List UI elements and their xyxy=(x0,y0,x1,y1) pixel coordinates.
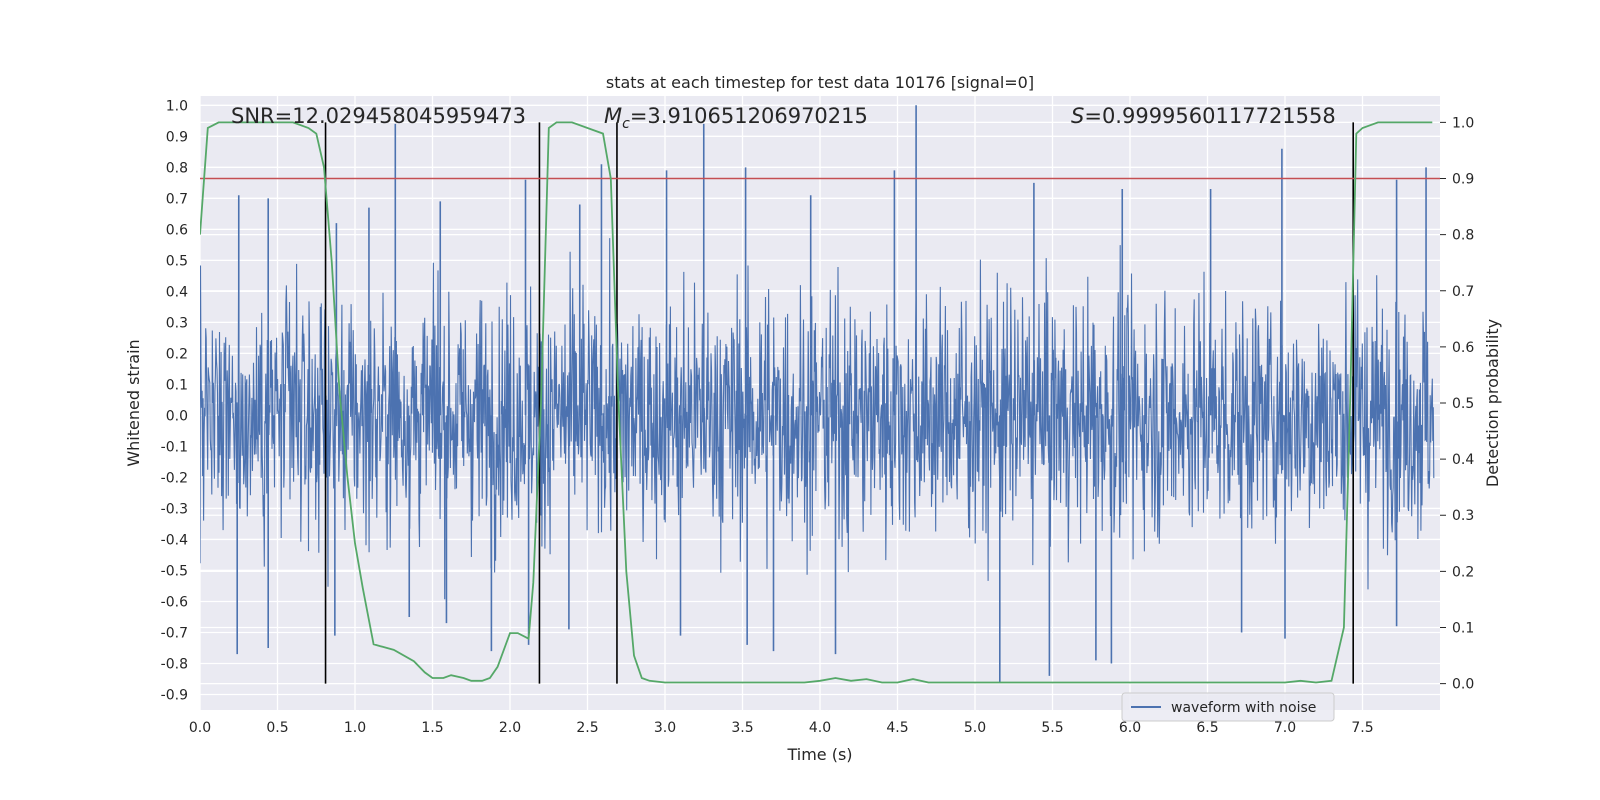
x-tick-label: 0.5 xyxy=(266,720,288,736)
x-tick-label: 2.5 xyxy=(576,720,598,736)
y-tick-label: 0.4 xyxy=(166,284,188,300)
y-tick-label: -0.6 xyxy=(161,594,188,610)
x-tick-label: 1.5 xyxy=(421,720,443,736)
y-tick-label: 1.0 xyxy=(166,98,188,114)
snr-annotation: SNR=12.029458045959473 xyxy=(231,104,526,128)
x-axis-ticks: 0.0 0.5 1.0 1.5 2.0 2.5 3.0 3.5 4.0 4.5 5.0 5.5 6.0 6… xyxy=(189,720,1374,736)
y-tick-label: -0.3 xyxy=(161,501,188,517)
x-tick-label: 5.5 xyxy=(1041,720,1063,736)
x-axis-label: Time (s) xyxy=(786,745,852,764)
probability-line xyxy=(200,121,1433,684)
y-tick-label: 0.2 xyxy=(166,346,188,362)
y2-tick-label: 0.3 xyxy=(1452,508,1474,524)
y2-tick-label: 0.4 xyxy=(1452,452,1474,468)
x-tick-label: 1.0 xyxy=(344,720,366,736)
y-tick-label: -0.9 xyxy=(161,687,188,703)
x-tick-label: 2.0 xyxy=(499,720,521,736)
x-tick-label: 0.0 xyxy=(189,720,211,736)
probability-series xyxy=(200,121,1433,684)
y-tick-label: 0.7 xyxy=(166,191,188,207)
y2-tick-label: 0.5 xyxy=(1452,396,1474,412)
y-axis-label: Whitened strain xyxy=(124,339,143,466)
y-tick-label: 0.3 xyxy=(166,315,188,331)
y2-axis-label: Detection probability xyxy=(1483,319,1502,487)
y2-tick-label: 0.8 xyxy=(1452,228,1474,244)
s-value: =0.9999560117721558 xyxy=(1084,104,1335,128)
y2-tick-label: 0.7 xyxy=(1452,284,1474,300)
y2-tick-label: 1.0 xyxy=(1452,115,1474,131)
y2-tick-label: 0.0 xyxy=(1452,677,1474,693)
y-tick-label: 0.1 xyxy=(166,377,188,393)
mc-subscript: c xyxy=(622,116,630,132)
y2-axis-ticks: 1.0 0.9 0.8 0.7 0.6 0.5 0.4 0.3 0.2 0.1 0.0 xyxy=(1440,115,1474,693)
y2-tick-label: 0.2 xyxy=(1452,564,1474,580)
mc-value: =3.910651206970215 xyxy=(630,104,868,128)
x-tick-label: 6.5 xyxy=(1196,720,1218,736)
legend: waveform with noise xyxy=(1121,692,1335,722)
y-tick-label: 0.8 xyxy=(166,160,188,176)
score-annotation: S=0.9999560117721558 xyxy=(1071,104,1336,128)
x-tick-label: 3.5 xyxy=(731,720,753,736)
y2-tick-label: 0.6 xyxy=(1452,340,1474,356)
y2-tick-label: 0.1 xyxy=(1452,620,1474,636)
x-tick-label: 7.0 xyxy=(1274,720,1296,736)
y-tick-label: 0.9 xyxy=(166,129,188,145)
mc-symbol: M xyxy=(604,104,622,128)
waveform-series xyxy=(200,105,1435,683)
chirp-mass-annotation: Mc=3.910651206970215 xyxy=(604,104,868,132)
s-symbol: S xyxy=(1071,104,1084,128)
legend-box xyxy=(1121,692,1335,722)
y-tick-label: -0.7 xyxy=(161,625,188,641)
x-tick-label: 7.5 xyxy=(1351,720,1373,736)
x-tick-label: 4.0 xyxy=(809,720,831,736)
y-tick-label: -0.2 xyxy=(161,470,188,486)
x-tick-label: 3.0 xyxy=(654,720,676,736)
x-tick-label: 4.5 xyxy=(886,720,908,736)
y-tick-label: -0.4 xyxy=(161,532,188,548)
y-tick-label: 0.6 xyxy=(166,222,188,238)
legend-label: waveform with noise xyxy=(1171,700,1316,716)
y-tick-label: -0.5 xyxy=(161,563,188,579)
waveform-line xyxy=(200,238,1435,600)
y-tick-label: 0.5 xyxy=(166,253,188,269)
x-tick-label: 6.0 xyxy=(1119,720,1141,736)
x-tick-label: 5.0 xyxy=(964,720,986,736)
y-tick-label: 0.0 xyxy=(166,408,188,424)
y-tick-label: -0.1 xyxy=(161,439,188,455)
y-axis-ticks: 1.0 0.9 0.8 0.7 0.6 0.5 0.4 0.3 0.2 0.1 0.0 -0.1 -0.… xyxy=(161,98,188,703)
segment-boundaries xyxy=(324,122,1354,684)
y-tick-label: -0.8 xyxy=(161,656,188,672)
y2-tick-label: 0.9 xyxy=(1452,172,1474,188)
chart-title: stats at each timestep for test data 101… xyxy=(606,73,1034,92)
